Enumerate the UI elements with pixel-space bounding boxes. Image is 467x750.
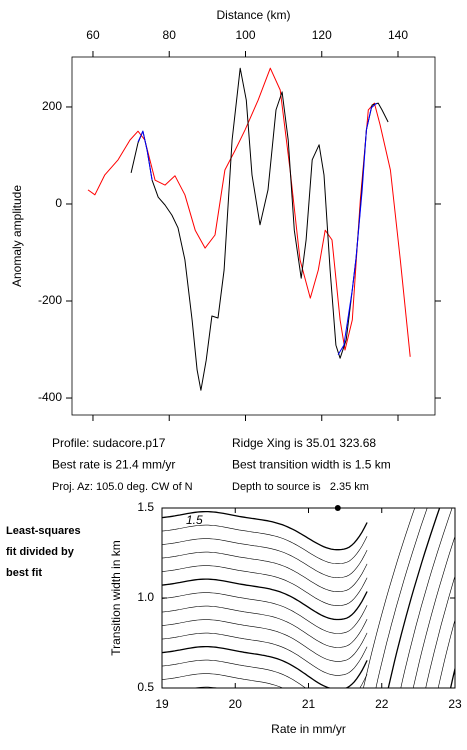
x-tick-label: 21: [302, 697, 316, 711]
side-label: fit divided by: [6, 546, 75, 558]
x-axis-title: Rate in mm/yr: [271, 722, 346, 736]
x-tick-label: 100: [235, 28, 255, 42]
contour-line: [162, 578, 368, 621]
data-line: [137, 102, 378, 356]
y-axis-title: Transition width in km: [109, 540, 123, 656]
y-axis-title: Anomaly amplitude: [10, 185, 24, 287]
x-tick-label: 60: [86, 28, 100, 42]
contour-line: [387, 508, 441, 688]
y-tick-label: -400: [38, 390, 62, 404]
contour-line: [162, 645, 368, 688]
contour-line: [162, 524, 368, 564]
contour-line: [162, 632, 368, 676]
contours: [162, 508, 467, 688]
x-tick-label: 22: [375, 697, 389, 711]
y-tick-label: 0.5: [137, 680, 154, 694]
info-text: Ridge Xing is 35.01 323.68: [232, 436, 376, 450]
contour-line: [412, 535, 455, 688]
contour-line: [463, 508, 467, 688]
x-axis-title: Distance (km): [216, 8, 290, 22]
best-fit-point: [334, 505, 341, 511]
contour-line: [162, 673, 368, 688]
side-label: Least-squares: [6, 525, 81, 537]
contour-line: [162, 510, 368, 551]
y-tick-label: 1.5: [137, 500, 154, 514]
contour-line: [162, 551, 368, 592]
x-tick-label: 23: [448, 697, 462, 711]
contour-line: [162, 605, 368, 648]
x-tick-label: 20: [229, 697, 243, 711]
info-text: Best transition width is 1.5 km: [232, 458, 391, 472]
info-text: Profile: sudacore.p17: [52, 436, 166, 450]
data-line: [87, 67, 411, 357]
info-text: Best rate is 21.4 mm/yr: [52, 458, 175, 472]
y-tick-label: 200: [42, 99, 62, 113]
contour-line: [400, 508, 453, 688]
y-tick-label: -200: [38, 293, 62, 307]
contour-line: [363, 508, 415, 688]
contour-line: [162, 538, 368, 579]
x-tick-label: 19: [155, 697, 169, 711]
data-line: [130, 67, 389, 391]
contour-line: [375, 508, 428, 688]
contour-line: [162, 659, 368, 688]
contour-line: [162, 592, 368, 634]
x-tick-label: 120: [312, 28, 332, 42]
y-tick-label: 0: [55, 196, 62, 210]
contour-line: [162, 619, 368, 662]
y-tick-label: 1.0: [137, 590, 154, 604]
plot-frame: [71, 56, 436, 416]
info-text: Proj. Az: 105.0 deg. CW of N: [52, 481, 193, 493]
contour-line: [162, 565, 368, 606]
contour-line: [437, 618, 455, 688]
info-text: Depth to source is 2.35 km: [232, 481, 369, 493]
x-tick-label: 80: [163, 28, 177, 42]
x-tick-label: 140: [388, 28, 408, 42]
contour-label: 1.5: [186, 513, 203, 527]
contour-line: [425, 574, 455, 688]
side-label: best fit: [6, 567, 42, 579]
